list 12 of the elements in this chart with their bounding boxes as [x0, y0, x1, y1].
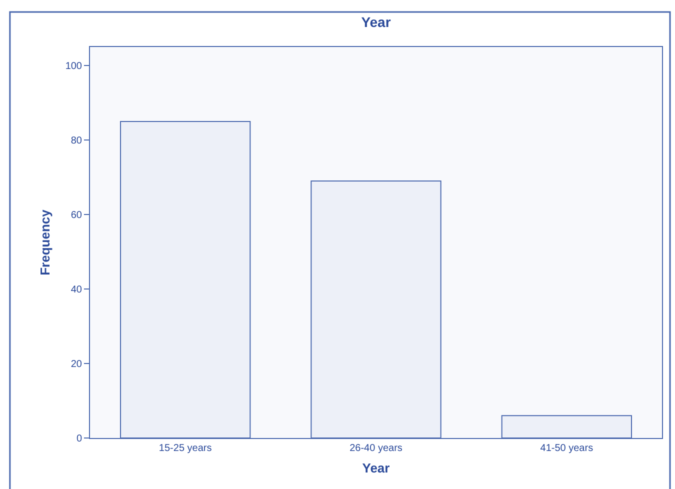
x-axis-title: Year — [362, 460, 390, 476]
y-tick-label: 100 — [65, 61, 82, 72]
chart-title: Year — [361, 14, 392, 30]
y-axis-title: Frequency — [37, 208, 52, 276]
x-tick-label: 26-40 years — [350, 443, 402, 454]
y-tick-label: 60 — [70, 210, 82, 222]
y-tick-label: 40 — [70, 284, 82, 296]
y-tick-label: 80 — [70, 136, 82, 147]
y-tick-label: 0 — [76, 434, 82, 444]
x-tick-label: 15-25 years — [158, 443, 212, 454]
x-tick-label: 41-50 years — [540, 443, 594, 454]
y-tick-label: 20 — [70, 359, 82, 370]
